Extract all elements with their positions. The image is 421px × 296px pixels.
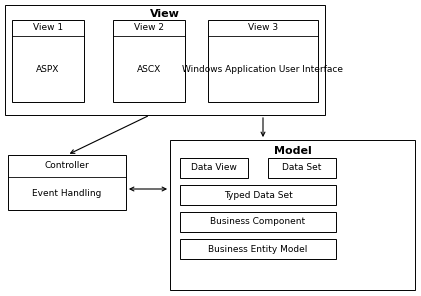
- Bar: [180, 158, 248, 178]
- Text: View: View: [150, 9, 180, 19]
- Bar: [12, 20, 84, 102]
- Text: View 2: View 2: [134, 23, 164, 33]
- Bar: [268, 158, 336, 178]
- Bar: [170, 140, 415, 290]
- Text: Model: Model: [274, 146, 312, 156]
- Text: Data Set: Data Set: [282, 163, 322, 173]
- Text: Controller: Controller: [45, 162, 89, 170]
- Bar: [180, 212, 336, 232]
- Bar: [113, 20, 185, 102]
- Text: Business Component: Business Component: [210, 218, 306, 226]
- Text: ASPX: ASPX: [36, 65, 60, 75]
- Bar: [180, 239, 336, 259]
- Text: View 3: View 3: [248, 23, 278, 33]
- Bar: [180, 185, 336, 205]
- Text: Business Entity Model: Business Entity Model: [208, 244, 308, 253]
- Bar: [208, 20, 318, 102]
- Text: Typed Data Set: Typed Data Set: [224, 191, 292, 200]
- Text: Windows Application User Interface: Windows Application User Interface: [182, 65, 344, 75]
- Bar: [8, 155, 126, 210]
- Bar: [5, 5, 325, 115]
- Text: Event Handling: Event Handling: [32, 189, 102, 197]
- Text: ASCX: ASCX: [137, 65, 161, 75]
- Text: View 1: View 1: [33, 23, 63, 33]
- Text: Data View: Data View: [191, 163, 237, 173]
